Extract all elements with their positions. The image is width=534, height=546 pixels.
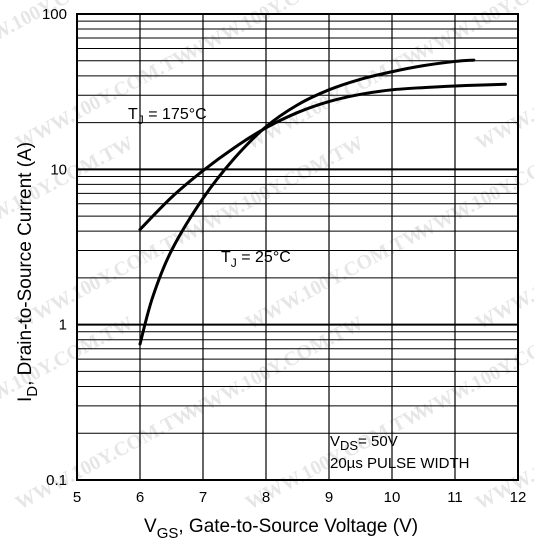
series-curves xyxy=(138,58,507,346)
pulse-width-annotation: 20µs PULSE WIDTH xyxy=(330,455,470,472)
y-tick-label: 100 xyxy=(42,6,67,23)
watermark-text: WWW.100Y.COM.TW xyxy=(182,312,367,424)
y-tick-label: 10 xyxy=(50,161,67,178)
watermark-text: WWW.100Y.COM.TW xyxy=(412,132,534,244)
x-tick-label: 8 xyxy=(262,489,270,506)
x-axis-title: VGS, Gate-to-Source Voltage (V) xyxy=(144,516,418,542)
x-tick-label: 6 xyxy=(136,489,144,506)
series-line-tj-175c xyxy=(138,82,507,231)
x-tick-label: 9 xyxy=(325,489,333,506)
watermark-text: WWW.100Y.COM.TW xyxy=(182,0,367,64)
x-tick-label: 12 xyxy=(510,489,527,506)
vds-annotation: VDS= 50V xyxy=(330,433,398,453)
watermark-text: WWW.100Y.COM.TW xyxy=(0,0,137,64)
watermark-text: WWW.100Y.COM.TW xyxy=(12,402,197,514)
watermark-text: WWW.100Y.COM.TW xyxy=(242,42,427,154)
x-tick-label: 10 xyxy=(384,489,401,506)
series-label-25c: TJ = 25°C xyxy=(221,249,291,270)
series-line-tj-25c xyxy=(138,58,476,346)
x-tick-labels: 5 6 7 8 9 10 11 12 xyxy=(73,489,527,506)
y-tick-label: 1 xyxy=(59,317,67,334)
y-axis-title: ID, Drain-to-Source Current (A) xyxy=(15,142,41,402)
y-tick-label: 0.1 xyxy=(46,472,67,489)
y-tick-labels: 0.1 1 10 100 xyxy=(42,6,67,489)
watermark-text: WWW.100Y.COM.TW xyxy=(412,312,534,424)
watermark-text: WWW.100Y.COM.TW xyxy=(472,42,534,154)
plot-frame xyxy=(76,13,519,481)
series-label-175c: TJ = 175°C xyxy=(128,106,207,127)
watermark-text: WWW.100Y.COM.TW xyxy=(12,42,197,154)
watermark-text: WWW.100Y.COM.TW xyxy=(412,0,534,64)
x-tick-label: 5 xyxy=(73,489,81,506)
x-tick-label: 11 xyxy=(447,489,463,506)
x-tick-label: 7 xyxy=(199,489,207,506)
